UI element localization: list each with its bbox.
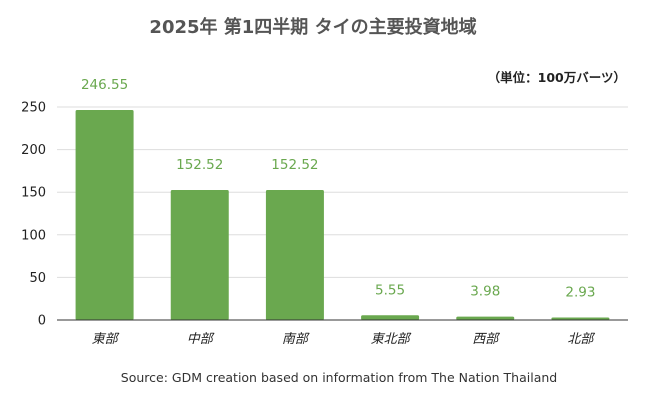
data-label: 152.52	[271, 157, 318, 173]
y-tick-label: 150	[21, 186, 46, 201]
data-label: 5.55	[375, 282, 405, 298]
unit-note: （単位：100万バーツ）	[488, 70, 626, 85]
bar	[551, 317, 610, 320]
y-axis-ticks: 0 50 100 150 200 250	[21, 101, 46, 329]
y-tick-label: 100	[21, 228, 46, 243]
x-tick-label: 中部	[187, 332, 215, 347]
bar	[170, 190, 229, 320]
x-tick-label: 東北部	[371, 332, 412, 347]
data-label: 2.93	[565, 285, 595, 301]
bar	[456, 316, 515, 320]
x-tick-label: 東部	[92, 332, 120, 347]
x-axis-ticks: 東部 中部 南部 東北部 西部 北部	[92, 332, 596, 347]
data-labels: 246.55 152.52 152.52 5.55 3.98 2.93	[81, 77, 595, 301]
y-tick-label: 0	[38, 314, 46, 329]
bars	[75, 109, 610, 321]
y-tick-label: 200	[21, 143, 46, 158]
x-tick-label: 南部	[282, 332, 310, 347]
data-label: 3.98	[470, 284, 500, 300]
bar	[361, 315, 420, 320]
bar	[265, 190, 324, 320]
y-tick-label: 250	[21, 101, 46, 116]
source-note: Source: GDM creation based on informatio…	[121, 370, 557, 385]
data-label: 246.55	[81, 77, 128, 93]
data-label: 152.52	[176, 157, 223, 173]
bar	[75, 109, 134, 321]
x-tick-label: 西部	[472, 332, 500, 347]
y-tick-label: 50	[29, 271, 46, 286]
chart-title: 2025年 第1四半期 タイの主要投資地域	[149, 16, 476, 38]
gridlines	[57, 106, 628, 278]
x-tick-label: 北部	[567, 332, 595, 347]
